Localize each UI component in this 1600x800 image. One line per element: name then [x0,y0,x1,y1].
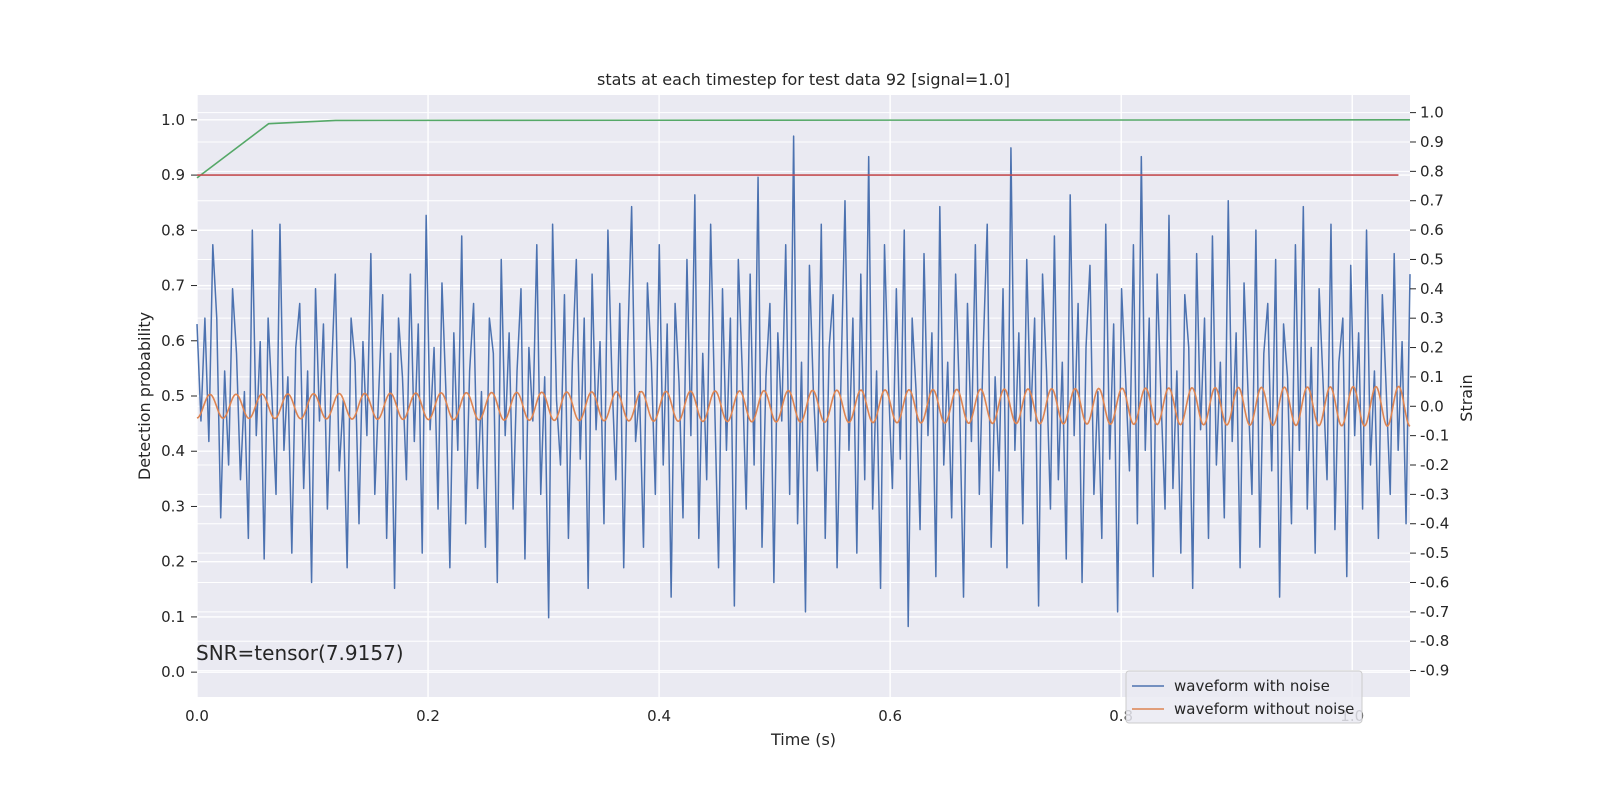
right-y-tick-label-12: 0.3 [1420,309,1444,327]
right-y-tick-label-14: 0.5 [1420,250,1444,268]
right-y-tick-label-9: 0.0 [1420,397,1444,415]
right-y-tick-label-2: -0.7 [1420,603,1449,621]
right-y-tick-label-4: -0.5 [1420,544,1449,562]
legend-box [1125,670,1363,724]
right-y-tick-label-18: 0.9 [1420,133,1444,151]
left-y-tick-label-9: 0.9 [161,166,185,184]
left-y-tick-label-2: 0.2 [161,553,185,571]
x-tick-label-3: 0.6 [878,707,902,725]
right-y-tick-label-10: 0.1 [1420,368,1444,386]
right-y-tick-label-3: -0.6 [1420,573,1449,591]
left-y-tick-label-7: 0.7 [161,277,185,295]
left-y-tick-label-0: 0.0 [161,663,185,681]
right-y-axis-label: Strain [1457,374,1476,421]
left-y-tick-label-3: 0.3 [161,497,185,515]
clean-waveform-line [196,385,1411,427]
right-y-tick-label-16: 0.7 [1420,192,1444,210]
right-y-tick-label-0: -0.9 [1420,662,1449,680]
x-tick-label-2: 0.4 [647,707,671,725]
left-y-tick-label-8: 0.8 [161,221,185,239]
right-y-tick-label-8: -0.1 [1420,427,1449,445]
detection-probability-line [196,119,1411,179]
right-y-tick-label-5: -0.4 [1420,515,1449,533]
right-y-tick-label-15: 0.6 [1420,221,1444,239]
snr-annotation: SNR=tensor(7.9157) [196,641,404,665]
legend: waveform with noise waveform without noi… [1125,670,1363,724]
right-y-tick-label-11: 0.2 [1420,339,1444,357]
legend-label-noisy: waveform with noise [1174,677,1330,695]
legend-label-clean: waveform without noise [1174,700,1354,718]
left-y-tick-label-1: 0.1 [161,608,185,626]
left-y-tick-label-5: 0.5 [161,387,185,405]
left-y-tick-label-6: 0.6 [161,332,185,350]
left-y-tick-label-4: 0.4 [161,442,185,460]
right-y-tick-label-19: 1.0 [1420,104,1444,122]
right-y-tick-label-17: 0.8 [1420,162,1444,180]
left-y-axis-label: Detection probability [135,312,154,480]
left-y-tick-label-10: 1.0 [161,111,185,129]
ticks: 0.0 0.2 0.4 0.6 0.8 1.0 0.0 0.1 0.2 0.3 0.4 0.5 0.6 0… [161,104,1449,725]
right-y-tick-label-1: -0.8 [1420,632,1449,650]
noisy-waveform-line [196,135,1411,628]
x-tick-label-0: 0.0 [185,707,209,725]
right-y-tick-label-7: -0.2 [1420,456,1449,474]
series-lines [196,119,1411,628]
right-y-tick-label-6: -0.3 [1420,485,1449,503]
x-axis-label: Time (s) [770,730,836,749]
x-tick-label-1: 0.2 [416,707,440,725]
right-y-tick-label-13: 0.4 [1420,280,1444,298]
chart-title: stats at each timestep for test data 92 … [597,70,1010,89]
